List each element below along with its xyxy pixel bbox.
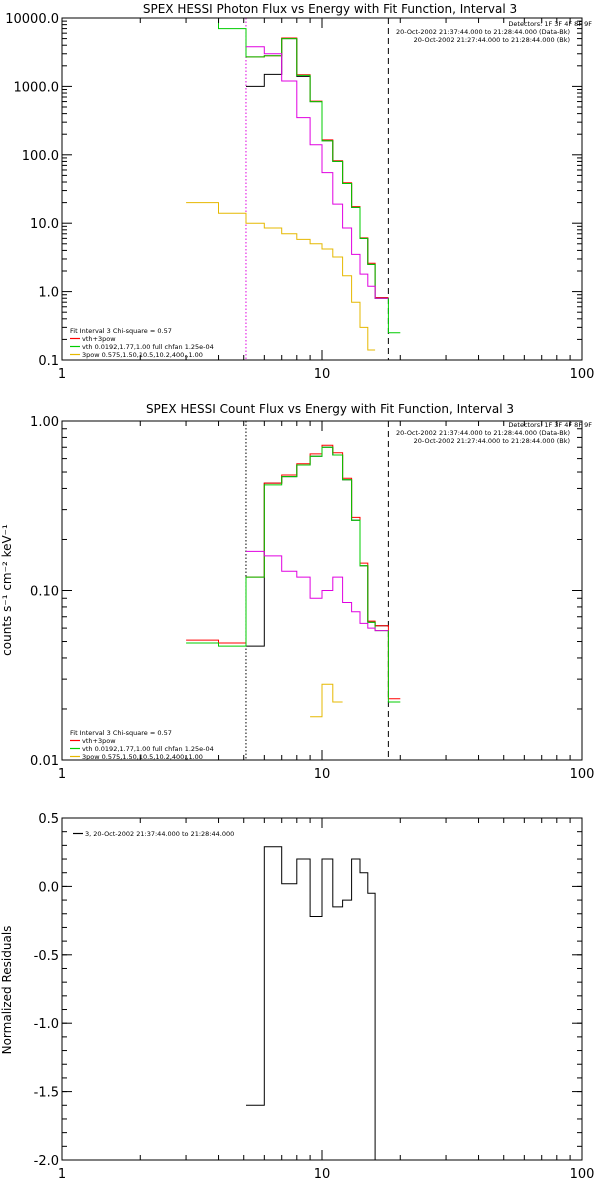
data-interval-label: 20-Oct-2002 21:37:44.000 to 21:28:44.000… bbox=[396, 28, 570, 36]
series-group bbox=[186, 18, 401, 351]
residuals-ylabel: Normalized Residuals bbox=[0, 926, 14, 1055]
y-tick-label: 1000.0 bbox=[14, 80, 60, 95]
data-interval-label: 20-Oct-2002 21:37:44.000 to 21:28:44.000… bbox=[396, 429, 570, 437]
series-group bbox=[186, 444, 401, 718]
series-black-histogram bbox=[246, 846, 389, 1160]
x-tick-label: 1 bbox=[58, 367, 66, 382]
series-black-histogram bbox=[246, 446, 389, 647]
residuals-legend: 3, 20-Oct-2002 21:37:44.000 to 21:28:44.… bbox=[85, 830, 234, 838]
legend-label-vth: vth 0.0192,1.77,1.00 full chfan 1.25e-04 bbox=[82, 745, 214, 753]
fit-interval-chisq: Fit Interval 3 Chi-square = 0.57 bbox=[70, 729, 172, 737]
series-orange-histogram bbox=[310, 683, 343, 718]
y-tick-label: -1.5 bbox=[34, 1086, 59, 1101]
y-tick-label: -0.5 bbox=[34, 949, 59, 964]
y-tick-label: 10000.0 bbox=[5, 12, 59, 27]
x-tick-label: 1 bbox=[58, 767, 66, 782]
legend-label-vth-3pow: vth+3pow bbox=[82, 335, 116, 343]
residuals-legend-label: 3, 20-Oct-2002 21:37:44.000 to 21:28:44.… bbox=[85, 830, 234, 838]
legend-label-vth-3pow: vth+3pow bbox=[82, 737, 116, 745]
photon-flux-header: Detectors: 1F 3F 4F 8F 9F 20-Oct-2002 21… bbox=[396, 20, 592, 44]
plot-frame bbox=[61, 17, 583, 361]
fit-interval-chisq: Fit Interval 3 Chi-square = 0.57 bbox=[70, 327, 172, 335]
count-flux-ylabel: counts s⁻¹ cm⁻² keV⁻¹ bbox=[0, 524, 14, 656]
series-magenta-histogram bbox=[246, 550, 389, 632]
photon-flux-title: SPEX HESSI Photon Flux vs Energy with Fi… bbox=[143, 2, 517, 16]
series-green-histogram bbox=[186, 446, 401, 703]
y-tick-label: 0.1 bbox=[38, 354, 59, 369]
count-flux-title: SPEX HESSI Count Flux vs Energy with Fit… bbox=[146, 402, 514, 416]
residuals-panel: Normalized Residuals 3, 20-Oct-2002 21:3… bbox=[0, 812, 594, 1182]
photon-flux-panel: SPEX HESSI Photon Flux vs Energy with Fi… bbox=[5, 2, 594, 382]
series-orange-histogram bbox=[186, 202, 376, 351]
x-tick-label: 100 bbox=[570, 367, 595, 382]
count-flux-panel: SPEX HESSI Count Flux vs Energy with Fit… bbox=[0, 402, 594, 782]
x-tick-label: 1 bbox=[58, 1167, 66, 1182]
y-tick-label: 0.01 bbox=[30, 754, 59, 769]
series-green-histogram bbox=[186, 18, 401, 334]
y-tick-label: 0.10 bbox=[30, 585, 59, 600]
x-tick-label: 10 bbox=[314, 367, 331, 382]
y-tick-label: 100.0 bbox=[22, 149, 59, 164]
series-magenta-histogram bbox=[246, 46, 389, 299]
background-interval-label: 20-Oct-2002 21:27:44.000 to 21:28:44.000… bbox=[414, 36, 570, 44]
series-black-histogram bbox=[246, 38, 389, 299]
y-tick-label: -2.0 bbox=[34, 1154, 59, 1169]
y-tick-label: 0.5 bbox=[38, 812, 59, 827]
y-tick-label: 1.00 bbox=[30, 415, 59, 430]
count-flux-header: Detectors: 1F 3F 4F 8F 9F 20-Oct-2002 21… bbox=[396, 421, 592, 445]
photon-flux-legend: Fit Interval 3 Chi-square = 0.57 vth+3po… bbox=[70, 327, 214, 359]
detectors-label: Detectors: 1F 3F 4F 8F 9F bbox=[508, 20, 592, 28]
y-tick-label: 0.0 bbox=[38, 880, 59, 895]
y-tick-label: -1.0 bbox=[34, 1017, 59, 1032]
x-tick-label: 100 bbox=[570, 1167, 595, 1182]
series-group bbox=[246, 846, 389, 1160]
legend-label-3pow: 3pow 0.575,1.50,10.5,10.2,400.,1.00 bbox=[82, 753, 203, 761]
y-tick-label: 10.0 bbox=[30, 217, 59, 232]
x-tick-label: 100 bbox=[570, 767, 595, 782]
y-tick-label: 1.0 bbox=[38, 286, 59, 301]
series-red-histogram bbox=[246, 37, 389, 298]
x-tick-label: 10 bbox=[314, 767, 331, 782]
count-flux-legend: Fit Interval 3 Chi-square = 0.57 vth+3po… bbox=[70, 729, 214, 761]
background-interval-label: 20-Oct-2002 21:27:44.000 to 21:28:44.000… bbox=[414, 437, 570, 445]
legend-label-3pow: 3pow 0.575,1.50,10.5,10.2,400.,1.00 bbox=[82, 351, 203, 359]
x-tick-label: 10 bbox=[314, 1167, 331, 1182]
legend-label-vth: vth 0.0192,1.77,1.00 full chfan 1.25e-04 bbox=[82, 343, 214, 351]
detectors-label: Detectors: 1F 3F 4F 8F 9F bbox=[508, 421, 592, 429]
